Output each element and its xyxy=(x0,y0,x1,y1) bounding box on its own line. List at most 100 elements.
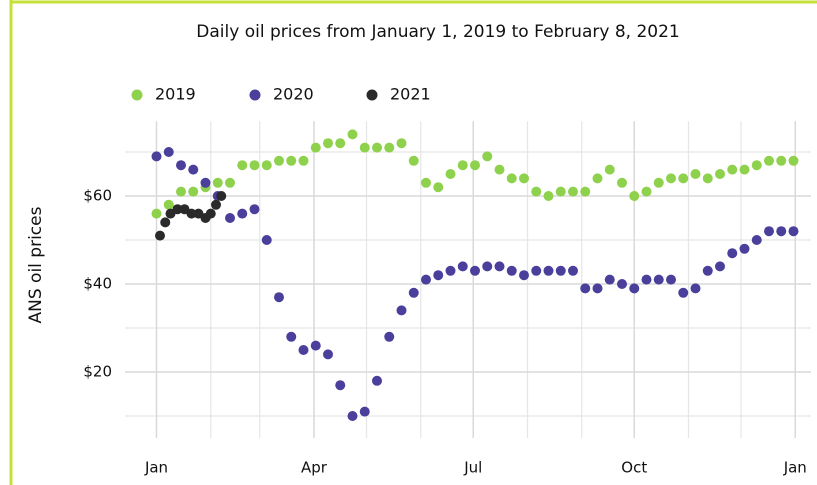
data-point xyxy=(776,155,787,166)
data-point xyxy=(788,155,799,166)
data-point xyxy=(359,142,370,153)
data-point xyxy=(666,173,676,184)
data-point xyxy=(160,217,171,228)
data-point xyxy=(457,261,468,272)
data-point xyxy=(408,155,419,166)
data-point xyxy=(155,230,165,241)
data-point xyxy=(421,274,431,285)
data-point xyxy=(347,129,358,140)
data-point xyxy=(653,274,664,285)
data-point xyxy=(519,173,529,184)
data-point xyxy=(384,142,395,153)
data-point xyxy=(580,283,591,294)
data-point xyxy=(384,331,395,342)
data-point xyxy=(690,169,701,179)
data-point xyxy=(433,270,444,281)
data-point xyxy=(702,265,713,276)
data-point xyxy=(641,274,652,285)
data-point xyxy=(555,186,566,197)
data-point xyxy=(482,151,493,162)
data-point xyxy=(764,155,774,166)
data-point xyxy=(445,169,456,179)
data-point xyxy=(666,274,676,285)
data-point xyxy=(310,142,321,153)
data-point xyxy=(274,292,284,303)
data-point xyxy=(396,305,407,316)
data-point xyxy=(506,173,517,184)
data-point xyxy=(188,164,199,175)
data-point xyxy=(408,287,419,298)
data-point xyxy=(286,155,297,166)
y-axis-label: ANS oil prices xyxy=(26,206,46,323)
data-point xyxy=(506,265,517,276)
x-tick-label: Jan xyxy=(783,459,807,477)
data-point xyxy=(163,147,174,157)
chart-title: Daily oil prices from January 1, 2019 to… xyxy=(196,22,679,42)
data-point xyxy=(359,406,370,417)
data-point xyxy=(641,186,652,197)
data-point xyxy=(172,204,183,215)
data-point xyxy=(445,265,456,276)
data-point xyxy=(176,186,186,197)
data-point xyxy=(739,243,750,254)
data-point xyxy=(335,380,346,391)
data-point xyxy=(702,173,713,184)
legend-marker xyxy=(249,89,261,101)
data-point xyxy=(727,164,738,175)
data-point xyxy=(604,274,615,285)
data-point xyxy=(205,208,216,219)
x-tick-label: Apr xyxy=(301,459,328,477)
data-point xyxy=(592,283,603,294)
data-point xyxy=(261,160,272,171)
data-point xyxy=(776,226,787,237)
data-point xyxy=(568,186,578,197)
data-point xyxy=(519,270,529,281)
data-point xyxy=(494,164,505,175)
data-point xyxy=(568,265,578,276)
data-point xyxy=(163,199,174,210)
data-point xyxy=(298,155,309,166)
data-point xyxy=(211,199,221,210)
data-point xyxy=(715,169,725,179)
data-point xyxy=(216,191,227,201)
legend-label: 2019 xyxy=(155,85,196,104)
data-point xyxy=(531,186,542,197)
data-point xyxy=(335,138,346,149)
data-point xyxy=(629,191,640,201)
data-point xyxy=(617,279,627,289)
data-point xyxy=(555,265,566,276)
data-point xyxy=(617,177,627,188)
data-point xyxy=(470,160,480,171)
data-point xyxy=(715,261,725,272)
data-point xyxy=(274,155,284,166)
data-point xyxy=(678,173,689,184)
data-point xyxy=(457,160,468,171)
data-point xyxy=(323,138,333,149)
data-point xyxy=(298,345,309,355)
data-point xyxy=(200,177,211,188)
data-point xyxy=(592,173,603,184)
data-point xyxy=(310,340,321,351)
data-point xyxy=(494,261,505,272)
legend-label: 2020 xyxy=(273,85,314,104)
data-point xyxy=(151,151,162,162)
data-point xyxy=(788,226,799,237)
data-point xyxy=(249,204,260,215)
data-point xyxy=(237,160,248,171)
legend-marker xyxy=(131,89,143,101)
data-point xyxy=(237,208,248,219)
data-point xyxy=(286,331,297,342)
data-point xyxy=(470,265,480,276)
data-point xyxy=(151,208,162,219)
data-point xyxy=(604,164,615,175)
data-point xyxy=(323,349,333,360)
data-point xyxy=(186,208,197,219)
data-point xyxy=(751,160,762,171)
data-point xyxy=(629,283,640,294)
data-point xyxy=(225,177,235,188)
data-point xyxy=(751,235,762,245)
data-point xyxy=(678,287,689,298)
data-point xyxy=(188,186,199,197)
data-point xyxy=(531,265,542,276)
y-tick-label: $40 xyxy=(83,275,112,293)
